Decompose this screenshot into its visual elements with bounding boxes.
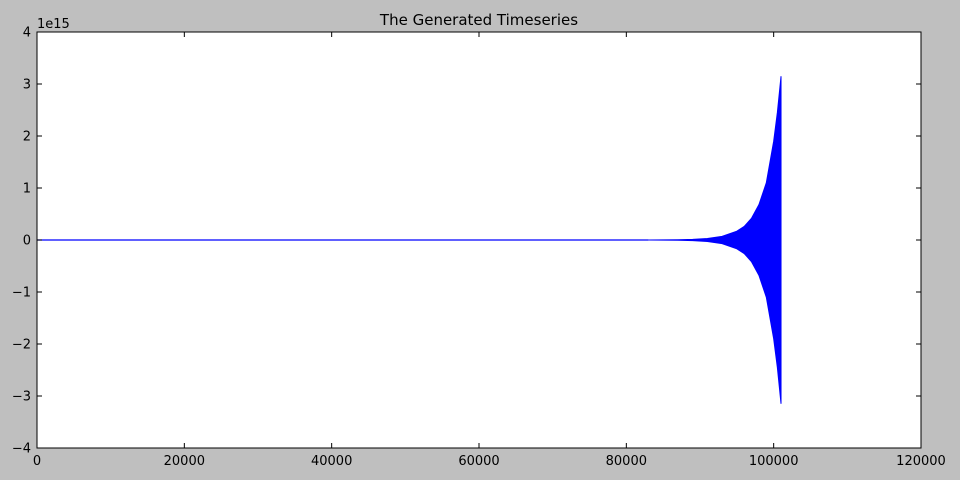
y-tick-label: −2 (12, 338, 31, 353)
y-tick-label: −3 (12, 390, 31, 405)
x-tick-label: 100000 (749, 454, 799, 469)
y-tick-label: 0 (23, 234, 31, 249)
series-oscillation-envelope (648, 76, 782, 404)
y-tick-label: 1 (23, 182, 31, 197)
x-tick-label: 120000 (896, 454, 946, 469)
x-tick-label: 0 (33, 454, 41, 469)
y-tick-label: 2 (23, 130, 31, 145)
x-tick-label: 40000 (311, 454, 352, 469)
y-tick-label: 4 (23, 26, 31, 41)
y-offset-label: 1e15 (37, 17, 70, 32)
y-tick-label: −1 (12, 286, 31, 301)
x-tick-label: 20000 (164, 454, 205, 469)
tick-layer: 0 20000 40000 60000 80000 100000 120000 4 3 2 1 0 −1… (12, 26, 946, 470)
y-tick-label: 3 (23, 78, 31, 93)
y-tick-label: −4 (12, 442, 31, 457)
chart-title: The Generated Timeseries (379, 11, 578, 29)
series-layer (37, 76, 782, 404)
x-tick-label: 60000 (458, 454, 499, 469)
x-tick-label: 80000 (606, 454, 647, 469)
